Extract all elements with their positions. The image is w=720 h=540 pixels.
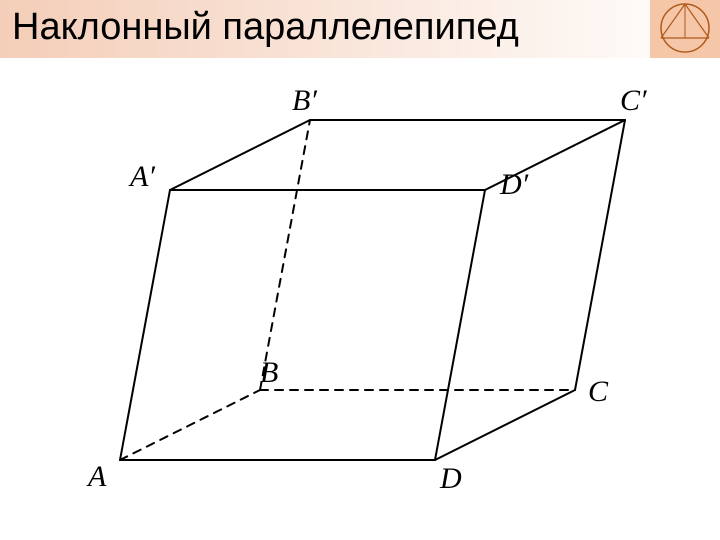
edge-B-Bprime (260, 120, 310, 390)
vertex-label-B: B (260, 356, 278, 390)
geometry-icon (650, 0, 720, 58)
vertex-label-C: C (588, 375, 608, 409)
vertex-label-A: A (88, 460, 106, 494)
vertex-label-Aprime: A′ (130, 160, 155, 194)
edge-A-B (120, 390, 260, 460)
parallelepiped-diagram: A B C D A′ B′ C′ D′ (60, 60, 660, 500)
vertex-label-Dprime: D′ (500, 168, 528, 202)
vertex-label-Bprime: B′ (292, 84, 317, 118)
page-title: Наклонный параллелепипед (12, 6, 519, 49)
edge-C-Cprime (575, 120, 625, 390)
vertex-label-D: D (440, 462, 462, 496)
edge-D-Dprime (435, 190, 485, 460)
edge-A-Aprime (120, 190, 170, 460)
vertex-label-Cprime: C′ (620, 84, 647, 118)
edge-Aprime-Bprime (170, 120, 310, 190)
edge-D-C (435, 390, 575, 460)
